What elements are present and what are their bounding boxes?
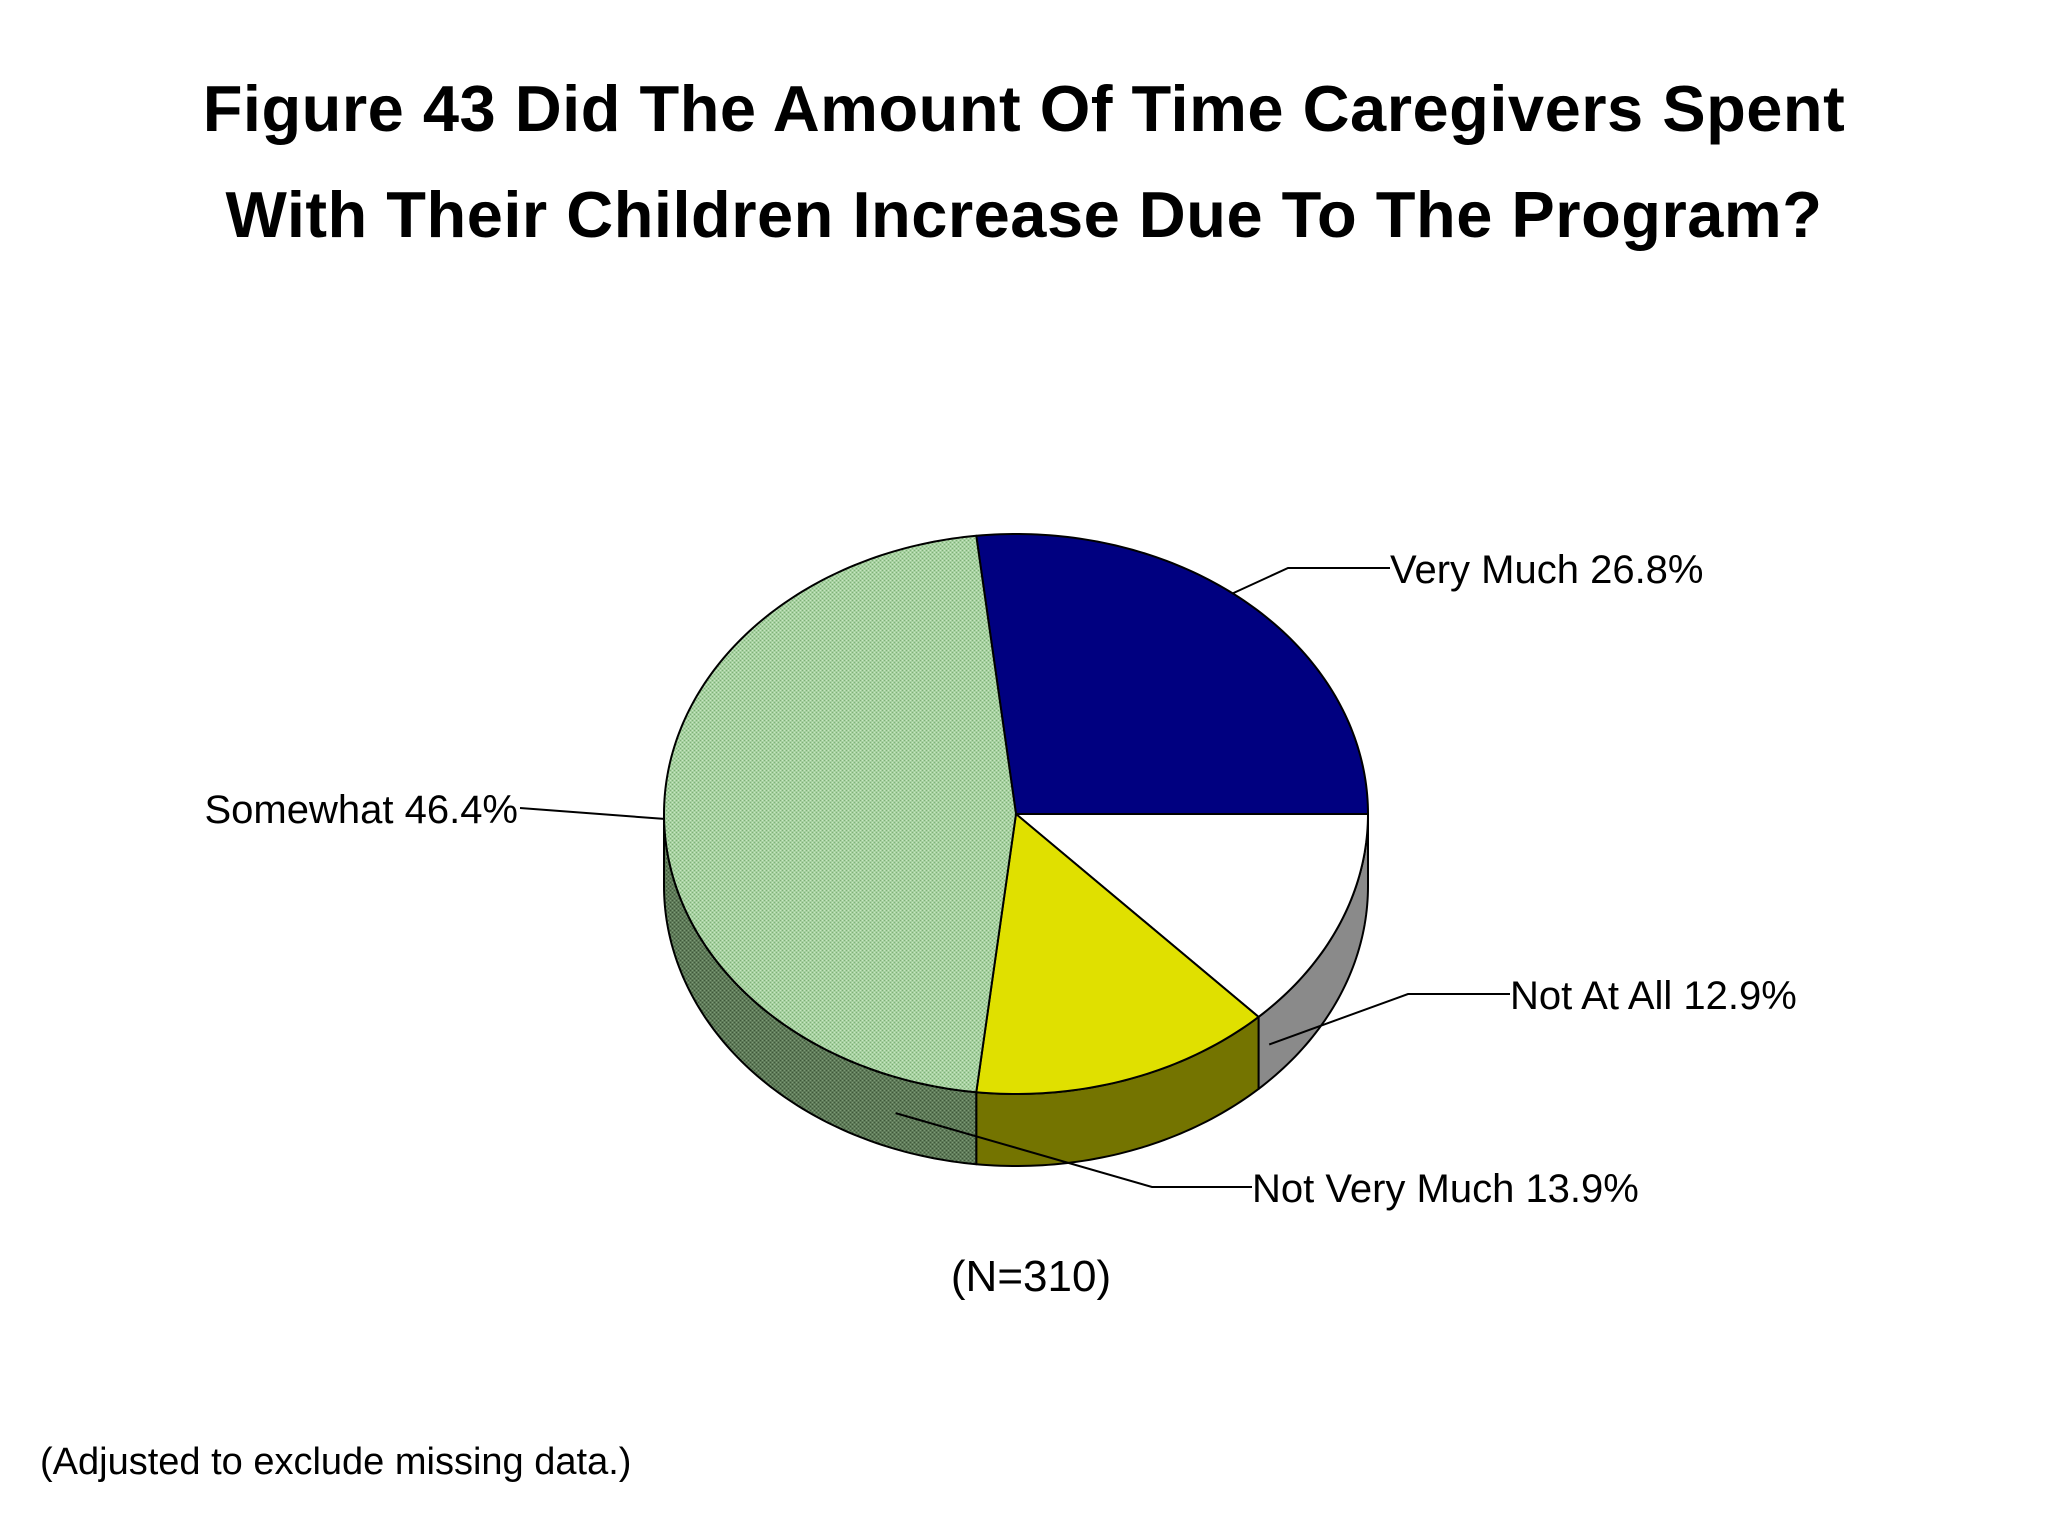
slice-label-somewhat: Somewhat 46.4% bbox=[204, 788, 518, 832]
footnote: (Adjusted to exclude missing data.) bbox=[40, 1441, 632, 1483]
chart-title-line-1: Figure 43 Did The Amount Of Time Caregiv… bbox=[202, 72, 1846, 145]
leader-line-very-much bbox=[1232, 567, 1390, 595]
pie-slice-not-at-all bbox=[1015, 813, 1369, 1018]
pie-slice-somewhat bbox=[663, 534, 1017, 1094]
sample-size-label: (N=310) bbox=[951, 1252, 1111, 1301]
pie-labels: Very Much 26.8% Not At All 12.9% Not Very … bbox=[204, 548, 1796, 1211]
slice-label-not-at-all: Not At All 12.9% bbox=[1510, 974, 1797, 1018]
slice-label-not-very-much: Not Very Much 13.9% bbox=[1252, 1167, 1639, 1211]
leader-line-not-very-much bbox=[895, 1112, 1252, 1188]
pie-slice-very-much bbox=[975, 533, 1369, 815]
pie-tops bbox=[663, 533, 1369, 1095]
chart-title-line-2: With Their Children Increase Due To The … bbox=[225, 178, 1823, 251]
leader-line-somewhat bbox=[519, 807, 665, 820]
slice-label-very-much: Very Much 26.8% bbox=[1390, 548, 1704, 592]
pie-slice-not-very-much bbox=[975, 813, 1260, 1095]
leader-line-not-at-all bbox=[1268, 993, 1510, 1046]
